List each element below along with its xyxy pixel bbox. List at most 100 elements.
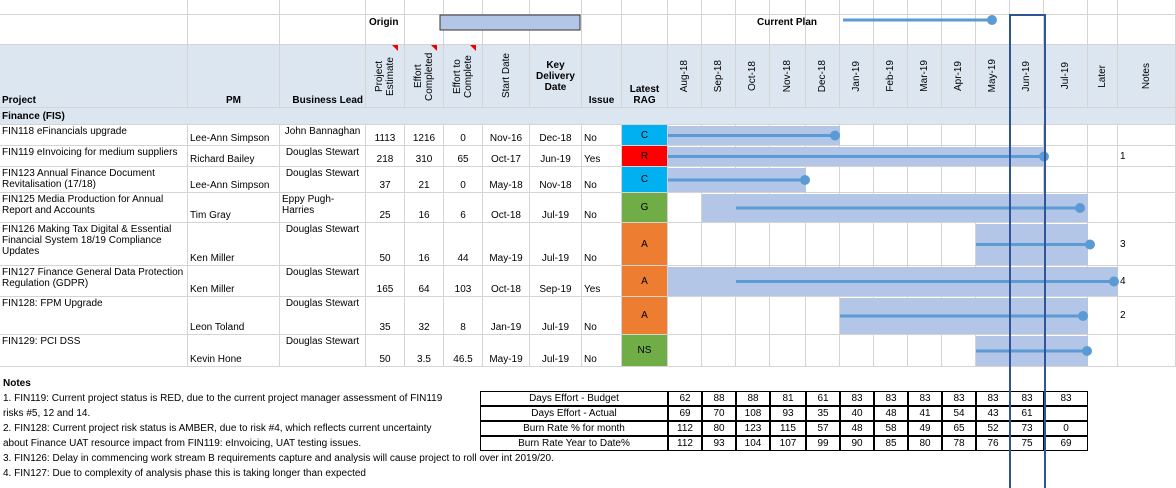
month-cell [668, 167, 702, 193]
blank-cell [806, 0, 840, 15]
rag-cell-text: R [640, 150, 649, 162]
blank-cell [1118, 15, 1176, 45]
rag-cell-text: A [641, 238, 648, 250]
burn-label: Burn Rate Year to Date% [480, 436, 668, 451]
month-header: Feb-19 [874, 45, 908, 108]
month-header: Mar-19 [908, 45, 942, 108]
delivery-cell-text: Nov-18 [539, 180, 572, 191]
blank-cell [736, 0, 770, 15]
month-cell [1010, 266, 1044, 297]
burn-value-text: 58 [885, 423, 897, 434]
month-cell [840, 297, 874, 335]
burn-value: 107 [770, 436, 806, 451]
later-cell [1088, 297, 1118, 335]
month-header: Sep-18 [702, 45, 736, 108]
month-cell [840, 223, 874, 266]
note-line: about Finance UAT resource impact from F… [3, 438, 362, 449]
month-cell [976, 125, 1010, 146]
pm-cell: Lee-Ann Simpson [188, 125, 280, 146]
burn-value-text: 35 [817, 408, 829, 419]
month-cell [770, 146, 806, 167]
burn-value-text: 76 [987, 438, 999, 449]
pm-cell: Leon Toland [188, 297, 280, 335]
start-cell-text: Jan-19 [490, 322, 522, 333]
month-cell [908, 297, 942, 335]
completed-cell: 32 [405, 297, 444, 335]
blank-cell [806, 15, 840, 45]
business-lead-cell-text: Douglas Stewart [285, 298, 360, 309]
burn-value: 88 [736, 391, 770, 406]
burn-value-text: 83 [1021, 393, 1033, 404]
to-complete-cell-text: 65 [457, 154, 469, 165]
delivery-cell: Jul-19 [530, 297, 582, 335]
business-lead-cell-text: Eppy Pugh-Harries [282, 194, 335, 216]
month-cell [1010, 223, 1044, 266]
blank-cell [622, 15, 668, 45]
to-complete-cell: 65 [444, 146, 483, 167]
estimate-cell-text: 218 [376, 154, 394, 165]
estimate-cell-text: 1113 [374, 133, 396, 144]
completed-cell: 1216 [405, 125, 444, 146]
rag-cell-text: A [641, 310, 648, 321]
note-ref-cell: 2 [1118, 297, 1176, 335]
month-header-text: Jul-19 [1060, 62, 1071, 90]
business-lead-cell-text: Douglas Stewart [285, 147, 360, 158]
month-cell [702, 125, 736, 146]
burn-value: 57 [806, 421, 840, 436]
rag-cell: C [622, 167, 668, 193]
month-cell [702, 167, 736, 193]
burn-value-text: 88 [747, 393, 759, 404]
rag-cell: G [622, 193, 668, 223]
rag-cell: A [622, 266, 668, 297]
project-cell-text: FIN127 Finance General Data Protection R… [2, 267, 184, 289]
note-ref-cell-text: 4 [1120, 275, 1126, 287]
month-header-text: Sep-18 [713, 59, 724, 93]
month-header: Nov-18 [770, 45, 806, 108]
issue-cell-text: Yes [584, 284, 601, 295]
pm-cell-text: Lee-Ann Simpson [190, 133, 270, 144]
burn-value-text: 99 [817, 438, 829, 449]
burn-value-text: 61 [1021, 408, 1033, 419]
note-ref-cell: 3 [1118, 223, 1176, 266]
month-cell [840, 167, 874, 193]
month-cell [908, 193, 942, 223]
burn-value-text: 43 [987, 408, 999, 419]
month-cell [736, 193, 770, 223]
month-cell [736, 266, 770, 297]
header-cell: Project Estimate [366, 45, 405, 108]
month-cell [976, 266, 1010, 297]
start-cell: Nov-16 [483, 125, 530, 146]
blank-cell [702, 15, 736, 45]
pm-cell-text: Ken Miller [190, 253, 235, 264]
business-lead-cell: Douglas Stewart [280, 223, 366, 266]
blank-cell [280, 15, 366, 45]
business-lead-cell: Douglas Stewart [280, 266, 366, 297]
burn-value: 83 [976, 391, 1010, 406]
business-lead-cell: Eppy Pugh-Harries [280, 193, 366, 223]
month-header-text: Aug-18 [679, 59, 690, 93]
completed-cell-text: 16 [418, 210, 430, 221]
issue-cell-text: No [584, 133, 597, 144]
later-cell [1088, 146, 1118, 167]
pm-cell-text: Tim Gray [190, 210, 231, 221]
header-cell-text: Key Delivery Date [536, 59, 575, 93]
issue-cell: No [582, 335, 622, 367]
project-cell-text: FIN128: FPM Upgrade [2, 298, 103, 309]
business-lead-cell-text: John Bannaghan [284, 126, 361, 137]
pm-cell: Ken Miller [188, 266, 280, 297]
burn-label-text: Burn Rate Year to Date% [518, 438, 630, 449]
month-header-text: Apr-19 [953, 60, 964, 91]
business-lead-cell: Douglas Stewart [280, 335, 366, 367]
blank-cell [366, 0, 405, 15]
burn-value-text: 41 [919, 408, 931, 419]
burn-value: 93 [770, 406, 806, 421]
rag-cell-text: A [641, 275, 648, 287]
business-lead-cell-text: Douglas Stewart [285, 224, 360, 235]
delivery-cell: Jul-19 [530, 193, 582, 223]
project-cell: FIN123 Annual Finance Document Revitalis… [0, 167, 188, 193]
section-row-text: Finance (FIS) [2, 110, 65, 122]
header-cell-text: Start Date [500, 53, 512, 99]
note-ref-cell [1118, 125, 1176, 146]
burn-value-text: 40 [851, 408, 863, 419]
header-cell: Effort to Complete [444, 45, 483, 108]
